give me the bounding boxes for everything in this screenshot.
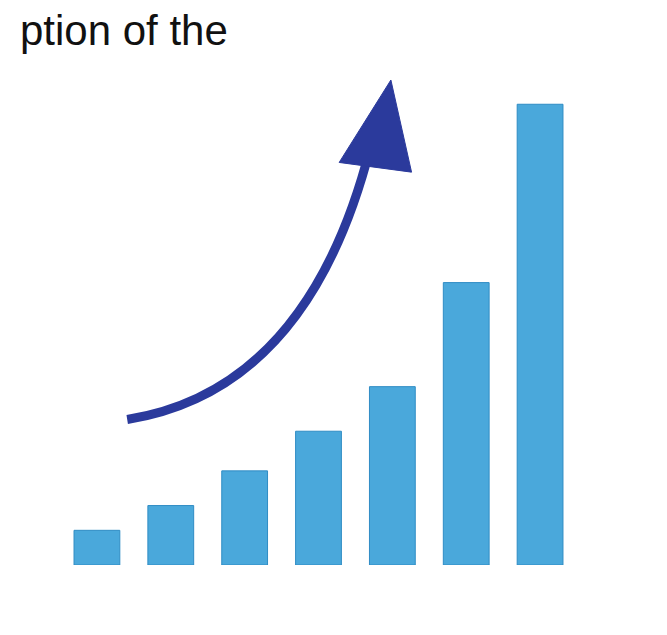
svg-text:ption of the: ption of the	[20, 7, 228, 54]
